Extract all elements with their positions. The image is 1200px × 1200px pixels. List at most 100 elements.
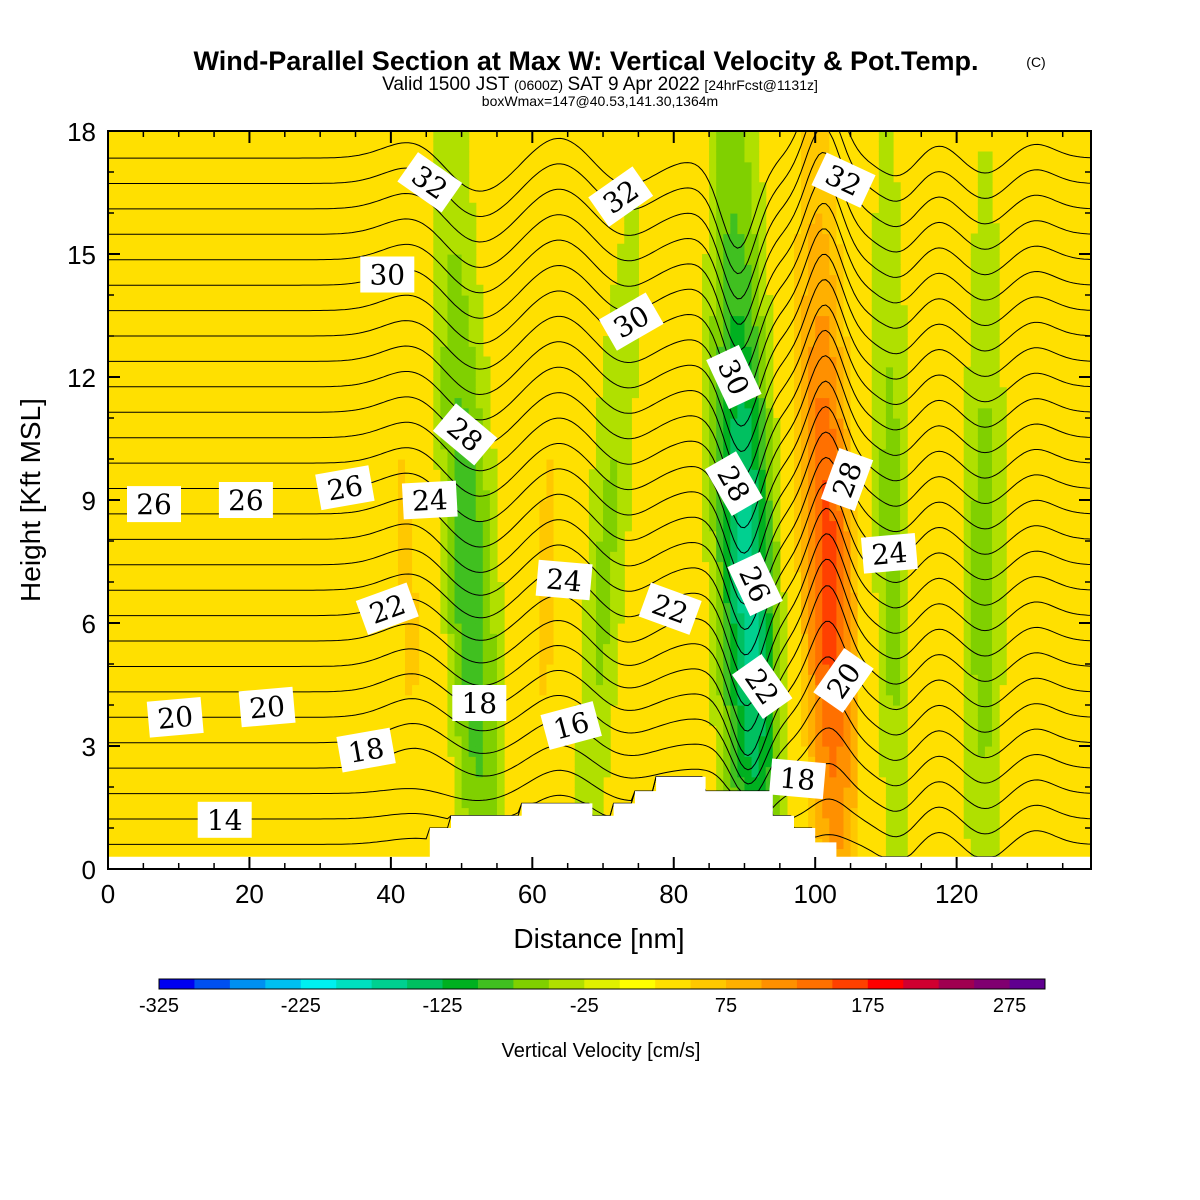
velocity-cell	[709, 264, 717, 276]
velocity-cell	[921, 571, 929, 583]
velocity-cell	[560, 233, 569, 245]
velocity-cell	[786, 459, 795, 470]
velocity-cell	[984, 520, 993, 532]
velocity-cell	[871, 315, 880, 327]
velocity-cell	[935, 623, 944, 634]
velocity-cell	[1041, 633, 1050, 645]
velocity-cell	[801, 633, 809, 645]
velocity-cell	[468, 674, 477, 686]
velocity-cell	[772, 479, 781, 491]
velocity-cell	[603, 623, 611, 634]
velocity-cell	[489, 735, 498, 747]
velocity-cell	[553, 202, 562, 214]
velocity-cell	[822, 336, 830, 347]
velocity-cell	[383, 295, 392, 306]
velocity-cell	[991, 305, 1000, 317]
velocity-cell	[652, 664, 661, 675]
x-tick-label: 80	[659, 879, 688, 909]
velocity-cell	[1020, 520, 1028, 532]
velocity-cell	[963, 520, 972, 532]
velocity-cell	[673, 418, 682, 429]
velocity-cell	[1034, 295, 1043, 306]
velocity-cell	[857, 561, 866, 573]
velocity-cell	[730, 766, 738, 778]
velocity-cell	[539, 438, 548, 450]
velocity-cell	[963, 715, 972, 727]
velocity-cell	[843, 377, 852, 388]
velocity-cell	[815, 735, 823, 747]
velocity-cell	[1034, 377, 1043, 388]
velocity-cell	[1041, 664, 1050, 675]
velocity-cell	[489, 479, 498, 491]
velocity-cell	[977, 510, 986, 522]
velocity-cell	[723, 233, 731, 245]
velocity-cell	[532, 489, 540, 501]
subtitle-zulu: (0600Z)	[514, 77, 563, 93]
velocity-cell	[801, 551, 809, 563]
velocity-cell	[482, 643, 491, 655]
velocity-cell	[808, 602, 816, 614]
contour-label: 30	[360, 256, 415, 293]
velocity-cell	[977, 202, 986, 214]
velocity-cell	[588, 787, 597, 798]
velocity-cell	[475, 469, 484, 481]
colorbar-swatch	[726, 979, 762, 989]
velocity-cell	[1034, 807, 1043, 819]
velocity-cell	[857, 643, 866, 655]
velocity-cell	[595, 787, 604, 798]
velocity-cell	[829, 243, 838, 255]
velocity-cell	[1041, 428, 1050, 440]
velocity-cell	[489, 459, 498, 470]
velocity-cell	[786, 418, 795, 429]
velocity-cell	[482, 479, 491, 491]
velocity-cell	[397, 520, 406, 532]
velocity-cell	[793, 161, 802, 173]
velocity-cell	[900, 397, 908, 409]
velocity-cell	[822, 653, 830, 665]
velocity-cell	[461, 623, 470, 634]
velocity-cell	[482, 623, 491, 634]
velocity-cell	[405, 336, 413, 347]
contour-label-box	[197, 801, 252, 838]
velocity-cell	[977, 602, 986, 614]
velocity-cell	[963, 787, 972, 798]
velocity-cell	[553, 520, 562, 532]
velocity-cell	[765, 653, 774, 665]
velocity-cell	[419, 746, 427, 757]
velocity-cell	[603, 438, 611, 450]
velocity-cell	[900, 612, 908, 624]
velocity-cell	[482, 561, 491, 573]
velocity-cell	[475, 787, 484, 798]
velocity-cell	[716, 233, 724, 245]
velocity-cell	[850, 397, 859, 409]
velocity-cell	[765, 489, 774, 501]
velocity-cell	[878, 438, 887, 450]
velocity-cell	[659, 377, 668, 388]
velocity-cell	[885, 264, 894, 276]
velocity-cell	[1020, 776, 1028, 788]
contour-label-box	[146, 697, 204, 738]
velocity-cell	[468, 223, 477, 235]
velocity-cell	[610, 582, 618, 593]
velocity-cell	[405, 756, 413, 768]
velocity-cell	[730, 182, 738, 194]
velocity-cell	[885, 766, 894, 778]
velocity-cell	[539, 387, 548, 399]
velocity-cell	[829, 264, 838, 276]
velocity-cell	[984, 776, 993, 788]
velocity-cell	[419, 817, 427, 829]
velocity-cell	[603, 694, 611, 706]
velocity-cell	[1041, 541, 1050, 552]
velocity-cell	[525, 633, 533, 645]
velocity-cell	[532, 418, 540, 429]
velocity-cell	[553, 418, 562, 429]
velocity-cell	[447, 459, 456, 470]
velocity-cell	[900, 623, 908, 634]
velocity-cell	[885, 254, 894, 265]
velocity-cell	[730, 715, 738, 727]
velocity-cell	[892, 213, 901, 224]
velocity-cell	[532, 592, 540, 604]
velocity-cell	[546, 694, 555, 706]
velocity-cell	[878, 602, 887, 614]
velocity-cell	[836, 438, 845, 450]
